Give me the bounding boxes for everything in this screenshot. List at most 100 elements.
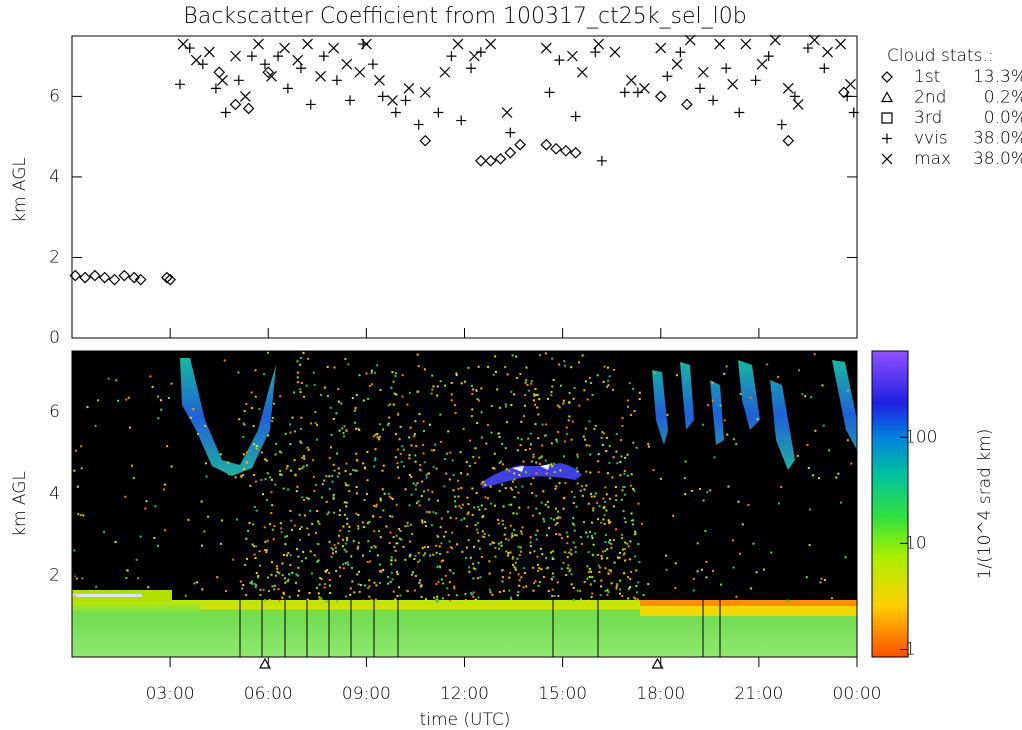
speckle-dot	[568, 570, 571, 573]
speckle-dot	[345, 484, 348, 487]
speckle-dot	[403, 465, 405, 468]
speckle-dot	[358, 570, 360, 573]
speckle-dot	[606, 589, 609, 592]
speckle-dot	[607, 591, 610, 593]
speckle-dot	[600, 436, 603, 439]
marker	[239, 90, 251, 102]
speckle-dot	[249, 581, 252, 584]
speckle-dot	[494, 504, 496, 507]
speckle-dot	[536, 555, 539, 558]
marker	[576, 66, 588, 78]
speckle-dot	[154, 505, 157, 508]
speckle-dot	[379, 423, 382, 426]
speckle-dot	[391, 498, 394, 500]
speckle-dot	[409, 540, 411, 543]
speckle-dot	[333, 511, 336, 514]
speckle-dot	[332, 552, 334, 555]
speckle-dot	[510, 536, 513, 539]
speckle-dot	[300, 416, 303, 419]
boundary-layer-top	[200, 604, 640, 609]
speckle-dot	[444, 574, 447, 577]
speckle-dot	[519, 546, 522, 549]
speckle-dot	[464, 599, 467, 602]
cloud-echo	[652, 360, 857, 470]
speckle-dot	[428, 498, 430, 501]
speckle-dot	[472, 567, 475, 570]
marker	[789, 91, 800, 102]
speckle-dot	[498, 542, 501, 545]
speckle-dot	[343, 513, 346, 516]
speckle-dot	[568, 391, 571, 394]
speckle-dot	[508, 576, 511, 579]
speckle-dot	[270, 573, 273, 576]
speckle-dot	[511, 354, 514, 357]
speckle-dot	[590, 596, 593, 599]
speckle-dot	[807, 467, 810, 469]
speckle-dot	[612, 539, 615, 541]
speckle-dot	[602, 518, 605, 521]
speckle-dot	[245, 593, 248, 596]
speckle-dot	[534, 388, 537, 390]
speckle-dot	[334, 546, 337, 549]
speckle-dot	[637, 543, 640, 545]
speckle-dot	[493, 542, 496, 545]
speckle-dot	[260, 451, 263, 454]
marker	[452, 38, 464, 50]
speckle-dot	[473, 506, 476, 509]
speckle-dot	[602, 497, 605, 500]
speckle-dot	[313, 554, 316, 557]
speckle-dot	[608, 445, 611, 448]
speckle-dot	[520, 420, 523, 423]
speckle-dot	[329, 406, 332, 409]
speckle-dot	[376, 433, 379, 435]
marker	[134, 273, 147, 286]
speckle-dot	[591, 537, 594, 540]
speckle-dot	[489, 543, 492, 546]
marker	[177, 38, 189, 50]
speckle-dot	[374, 448, 377, 451]
speckle-dot	[76, 485, 79, 488]
speckle-dot	[603, 506, 606, 508]
speckle-dot	[623, 552, 626, 555]
speckle-dot	[597, 471, 600, 474]
speckle-dot	[299, 391, 302, 394]
marker	[468, 50, 480, 62]
speckle-dot	[265, 549, 268, 552]
speckle-dot	[305, 384, 308, 387]
speckle-dot	[513, 472, 516, 475]
speckle-dot	[368, 595, 371, 598]
speckle-dot	[505, 468, 508, 471]
speckle-dot	[550, 391, 553, 393]
speckle-dot	[446, 510, 449, 513]
speckle-dot	[591, 576, 594, 579]
speckle-dot	[526, 384, 529, 386]
speckle-dot	[502, 463, 504, 466]
speckle-dot	[328, 475, 331, 478]
speckle-dot	[443, 458, 446, 460]
legend-value: 38.0%	[973, 129, 1022, 149]
speckle-dot	[279, 469, 282, 472]
speckle-dot	[432, 465, 435, 468]
speckle-dot	[476, 528, 478, 531]
speckle-dot	[393, 392, 396, 395]
speckle-dot	[302, 351, 305, 354]
speckle-dot	[630, 570, 632, 573]
speckle-dot	[392, 590, 395, 593]
speckle-dot	[615, 585, 618, 588]
speckle-dot	[396, 573, 399, 576]
y-tick-label: 6	[49, 402, 60, 422]
speckle-dot	[537, 563, 539, 566]
speckle-dot	[624, 521, 627, 523]
speckle-dot	[192, 408, 195, 411]
speckle-dot	[562, 561, 565, 564]
speckle-dot	[505, 538, 507, 541]
speckle-dot	[389, 403, 392, 406]
noise-speckle	[73, 351, 853, 603]
speckle-dot	[547, 397, 549, 400]
speckle-dot	[300, 560, 303, 563]
speckle-dot	[415, 502, 418, 505]
speckle-dot	[295, 490, 298, 493]
speckle-dot	[262, 588, 265, 591]
speckle-dot	[436, 595, 439, 598]
marker	[433, 107, 444, 118]
